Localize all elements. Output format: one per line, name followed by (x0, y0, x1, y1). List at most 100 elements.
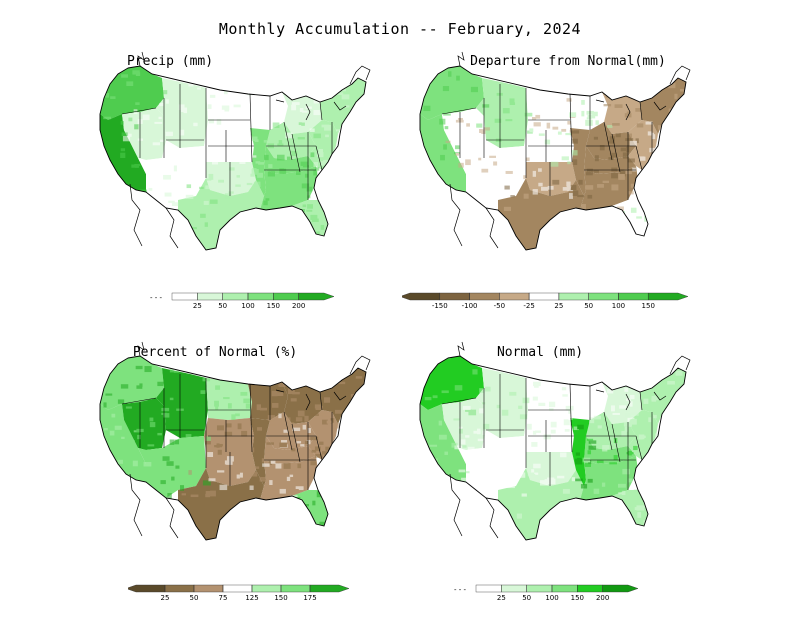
texture-patch (134, 163, 141, 167)
colorbar-cell (526, 584, 553, 593)
coast-line (333, 101, 347, 111)
colorbar-tick-label: -50 (494, 302, 505, 310)
texture-patch (166, 461, 174, 466)
texture-patch (310, 461, 317, 466)
texture-patch (624, 426, 629, 432)
texture-patch (327, 202, 335, 206)
texture-patch (294, 502, 299, 507)
texture-patch (538, 133, 545, 136)
texture-patch (601, 482, 606, 487)
texture-patch (509, 391, 517, 396)
texture-patch (503, 206, 512, 212)
state-boundaries (121, 84, 333, 200)
texture-patch (571, 396, 575, 400)
texture-patch (682, 409, 686, 415)
texture-patch (235, 247, 244, 250)
state-line (635, 435, 643, 461)
texture-patch (262, 120, 268, 124)
texture-patch (246, 182, 253, 186)
texture-patch (355, 105, 360, 110)
texture-patch (432, 395, 438, 399)
texture-patch (268, 164, 273, 169)
region-lower-miss (570, 128, 590, 196)
region-rockies (156, 78, 208, 148)
region-great-basin (122, 108, 166, 160)
texture-patch (655, 433, 659, 438)
texture-patch (562, 488, 570, 494)
colorbar-tick-label: 200 (596, 594, 609, 602)
texture-patch (149, 422, 156, 428)
colorbar-cell (499, 292, 530, 301)
texture-patch (543, 247, 551, 250)
texture-patch (573, 159, 578, 166)
texture-patch (635, 138, 639, 144)
us-outline (99, 65, 367, 251)
texture-patch (135, 102, 140, 105)
texture-patch (587, 450, 592, 455)
texture-patch (345, 105, 350, 108)
texture-patch (619, 405, 627, 409)
colorbar-cell (193, 584, 224, 593)
texture-patch (160, 139, 164, 142)
texture-patch (313, 161, 318, 167)
texture-patch (544, 479, 552, 485)
texture-patch (548, 401, 556, 408)
texture-patch (531, 472, 539, 475)
region-southeast (260, 166, 318, 210)
texture-patch (242, 219, 251, 222)
texture-patch (593, 170, 599, 173)
region-upper-midwest (248, 382, 288, 420)
state-boundaries (441, 374, 653, 490)
region-texas-gulf (498, 178, 584, 250)
texture-patch (316, 152, 324, 158)
texture-patch (535, 114, 541, 119)
texture-patch (290, 398, 297, 402)
texture-patch (538, 168, 542, 172)
texture-patch (119, 478, 126, 482)
texture-patch (125, 406, 132, 409)
texture-patch (532, 430, 537, 435)
texture-patch (599, 145, 605, 151)
texture-patch (509, 98, 515, 103)
texture-patch (550, 161, 559, 167)
texture-patch (519, 414, 528, 420)
texture-patch (224, 431, 233, 436)
texture-patch (315, 453, 323, 458)
texture-patch (438, 420, 443, 426)
normal-map (419, 341, 691, 541)
texture-patch (443, 113, 451, 116)
texture-patch (620, 147, 627, 152)
texture-patch (128, 133, 132, 137)
texture-patch (111, 413, 116, 418)
texture-patch (178, 104, 185, 111)
colorbar-tick-label: 50 (584, 302, 593, 310)
texture-patch (481, 168, 489, 173)
percent-panel: Percent of Normal (%) (70, 340, 390, 590)
texture-patch (641, 435, 646, 439)
texture-patch (467, 465, 473, 469)
texture-patch (181, 493, 187, 496)
texture-patch (630, 394, 635, 400)
precip-title: Precip (mm) (126, 54, 214, 69)
texture-patch (137, 434, 141, 440)
texture-patch (501, 409, 509, 416)
texture-patch (253, 181, 261, 188)
texture-patch (529, 128, 534, 133)
coast-line (275, 99, 285, 103)
texture-patch (136, 385, 143, 389)
texture-patch (627, 158, 635, 163)
texture-patch (552, 179, 560, 185)
texture-patch (651, 134, 656, 140)
texture-patch (629, 232, 634, 237)
texture-patch (444, 126, 449, 130)
texture-patch (465, 159, 471, 166)
precip-map (99, 51, 371, 251)
texture-patch (237, 423, 242, 430)
texture-patch (267, 415, 275, 422)
precip-panel: Precip (mm) (70, 50, 390, 300)
colorbar-tick-label: 25 (193, 302, 202, 310)
texture-patch (137, 138, 144, 141)
texture-patch (592, 111, 598, 117)
texture-patch (279, 101, 286, 106)
texture-patch (268, 460, 273, 465)
